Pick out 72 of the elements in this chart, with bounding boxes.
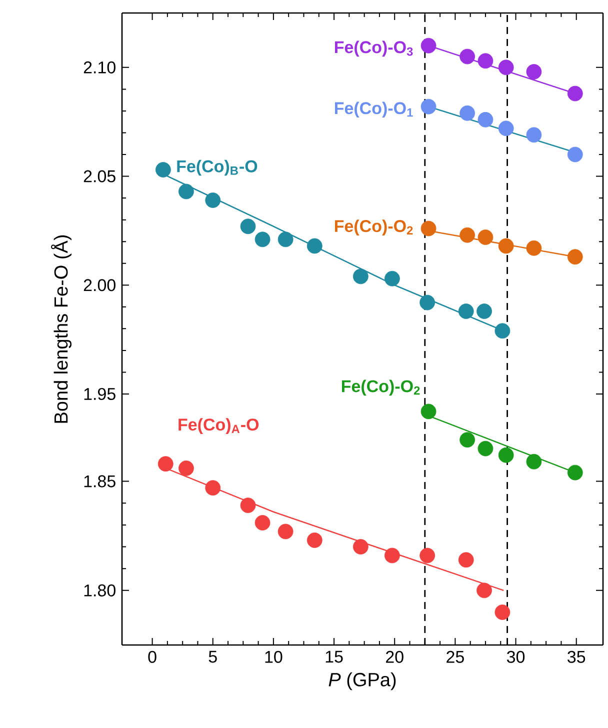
point <box>498 447 514 463</box>
x-tick-label: 25 <box>446 650 464 663</box>
point <box>306 532 322 548</box>
point <box>278 524 294 540</box>
point <box>420 38 436 54</box>
point <box>240 498 256 514</box>
point <box>498 60 514 76</box>
point <box>352 268 368 284</box>
point <box>458 552 474 568</box>
point <box>478 112 494 128</box>
point <box>494 604 510 620</box>
y-tick-label: 2.05 <box>84 170 116 182</box>
x-axis-title: P (GPa) <box>328 672 396 690</box>
point <box>240 218 256 234</box>
x-tick-label: 15 <box>326 650 343 663</box>
y-tick-label: 2.10 <box>84 61 116 74</box>
point <box>420 404 436 420</box>
point <box>498 238 514 254</box>
point <box>420 548 436 564</box>
point <box>476 304 492 319</box>
point <box>254 515 270 530</box>
point <box>494 323 510 339</box>
point <box>178 460 194 476</box>
x-tick-label: 30 <box>506 650 525 663</box>
point <box>460 105 476 121</box>
point <box>526 240 542 256</box>
point <box>155 162 171 178</box>
point <box>306 238 322 254</box>
point <box>567 249 583 265</box>
point <box>498 120 514 136</box>
series-label: Fe(Co)$_{A}$-O <box>178 418 259 434</box>
x-tick-label: 5 <box>208 650 217 663</box>
point <box>567 146 583 162</box>
point <box>476 582 492 598</box>
series-label: Fe(Co)$_{B}$-O <box>177 160 258 176</box>
point <box>420 98 436 114</box>
series-label: Fe(Co)-O$_{2}$ <box>342 380 420 396</box>
point <box>420 220 436 236</box>
y-tick-label: 1.80 <box>84 584 116 596</box>
point <box>278 232 294 248</box>
point <box>526 127 542 143</box>
point <box>458 304 474 319</box>
point <box>478 440 494 456</box>
point <box>352 539 368 554</box>
point <box>567 86 583 102</box>
point <box>205 192 221 208</box>
y-tick-label: 1.95 <box>84 388 116 400</box>
point <box>460 48 476 64</box>
y-axis-title: Bond lengths Fe-O (Å) <box>51 235 72 423</box>
point <box>526 64 542 80</box>
x-tick-label: 35 <box>568 650 586 663</box>
point <box>158 456 174 472</box>
point <box>205 480 221 496</box>
point <box>567 464 583 480</box>
point <box>420 294 436 310</box>
point <box>460 227 476 243</box>
point <box>384 270 400 286</box>
x-tick-label: 0 <box>148 650 156 663</box>
point <box>460 432 476 448</box>
x-tick-label: 20 <box>386 650 404 663</box>
point <box>478 230 494 245</box>
point <box>384 548 400 564</box>
point <box>178 184 194 200</box>
y-tick-label: 2.00 <box>84 279 116 292</box>
y-tick-label: 1.85 <box>84 475 116 488</box>
series-label: Fe(Co)-O$_{1}$ <box>334 102 413 118</box>
point <box>526 454 542 470</box>
x-tick-label: 10 <box>265 650 282 663</box>
series-label: Fe(Co)-O$_{3}$ <box>334 40 413 57</box>
point <box>254 232 270 248</box>
series-label: Fe(Co)-O$_{2}$ <box>334 220 413 236</box>
point <box>478 53 494 69</box>
